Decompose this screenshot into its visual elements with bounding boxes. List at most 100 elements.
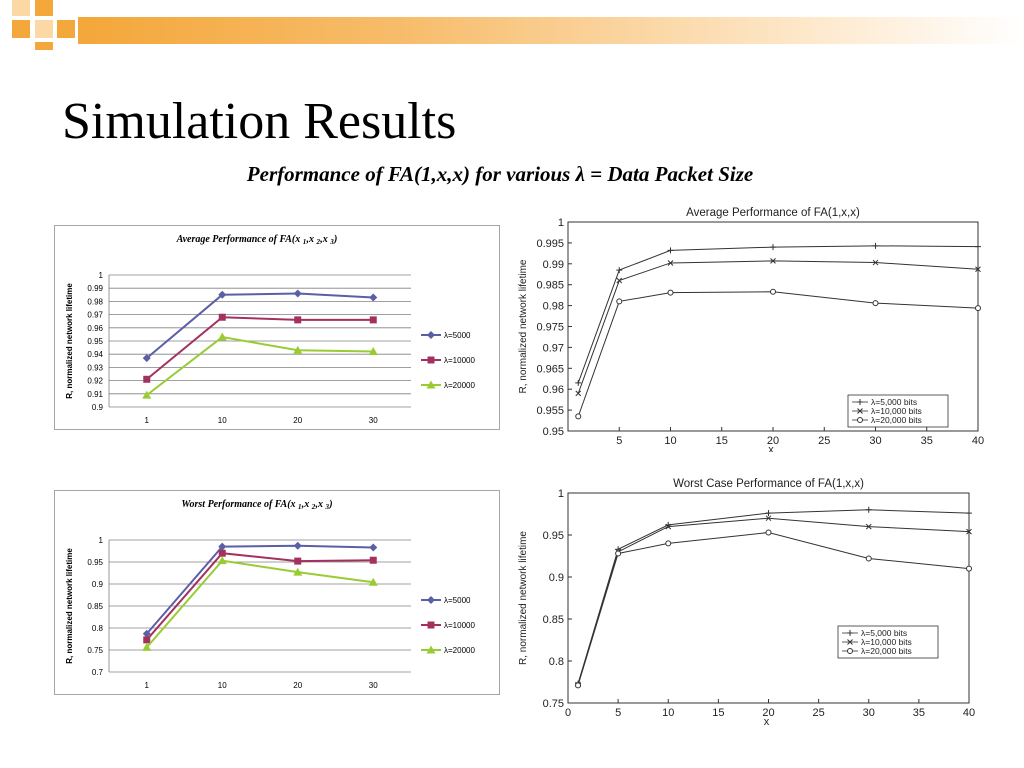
chart-svg: Worst Case Performance of FA(1,x,x)10.95… xyxy=(518,478,975,726)
chart-title-part: Worst Performance of FA(x xyxy=(181,499,298,510)
data-point xyxy=(665,540,672,547)
slide-title: Simulation Results xyxy=(62,93,457,150)
x-tick-label: 30 xyxy=(869,435,881,447)
excel-worst-chart: Worst Performance of FA(x 1 ,x 2 ,x 3 ) 1… xyxy=(54,490,500,695)
x-tick-label: 30 xyxy=(369,416,378,425)
chart-title-part: 2 xyxy=(316,238,321,246)
data-point xyxy=(765,515,772,522)
y-tick-label: 1 xyxy=(558,217,564,229)
header-square xyxy=(57,20,75,38)
series-1 xyxy=(143,549,377,644)
y-axis-label: R, normalized network lifetime xyxy=(65,548,74,664)
header-square xyxy=(12,20,30,38)
legend-label: λ=20000 xyxy=(444,646,475,655)
data-point xyxy=(218,542,227,551)
paper-average-chart: Average Performance of FA(1,x,x) 1 0.995 0.… xyxy=(508,200,988,452)
x-tick-label: 5 xyxy=(616,435,622,447)
y-tick-label: 0.95 xyxy=(543,426,564,438)
y-tick-label: 0.975 xyxy=(536,322,564,334)
data-point xyxy=(765,529,772,536)
data-point xyxy=(293,567,303,576)
data-point xyxy=(575,682,582,689)
data-point xyxy=(872,300,879,307)
legend-label: λ=5000 xyxy=(444,596,471,605)
y-tick-label: 0.98 xyxy=(543,301,564,313)
chart-title-part: 1 xyxy=(298,503,302,511)
legend-marker xyxy=(847,648,853,654)
series-line xyxy=(577,260,979,394)
x-tick-label: 35 xyxy=(921,435,933,447)
x-tick-label: 40 xyxy=(963,707,975,719)
data-point xyxy=(770,258,776,264)
chart-title-part: 3 xyxy=(325,503,330,511)
series-0 xyxy=(142,289,378,363)
y-axis-label: R, normalized network lifetime xyxy=(518,259,529,393)
y-tick-label: 0.93 xyxy=(87,363,103,372)
data-point xyxy=(865,555,872,562)
chart-title-part: Average Performance of FA(x xyxy=(176,234,303,245)
series-line xyxy=(145,552,374,641)
y-tick-label: 0.95 xyxy=(87,337,103,346)
series-line xyxy=(145,544,374,635)
data-point xyxy=(142,642,152,651)
y-tick-label: 0.75 xyxy=(543,698,564,710)
chart-title-part: 1 xyxy=(303,238,307,246)
y-tick-label: 0.97 xyxy=(543,342,564,354)
y-tick-label: 0.9 xyxy=(92,403,104,412)
series-line xyxy=(146,316,374,381)
data-point xyxy=(616,298,623,305)
data-point xyxy=(975,266,981,273)
data-point xyxy=(770,288,776,295)
data-point xyxy=(217,556,227,565)
legend-marker xyxy=(847,639,853,645)
chart-title-part: 3 xyxy=(329,238,334,246)
legend-marker xyxy=(857,408,863,414)
chart-title-part: ,x xyxy=(301,499,312,510)
y-tick-label: 1 xyxy=(99,536,104,545)
chart-title-part: ) xyxy=(328,499,332,510)
data-point xyxy=(665,523,672,530)
x-tick-label: 20 xyxy=(293,681,302,690)
series-line xyxy=(146,292,374,359)
y-tick-label: 0.985 xyxy=(536,280,564,292)
x-tick-label: 10 xyxy=(218,416,227,425)
data-point xyxy=(770,244,776,251)
legend-label: λ=10000 xyxy=(444,621,475,630)
header-square xyxy=(35,0,53,16)
y-tick-label: 0.8 xyxy=(549,656,564,668)
data-point xyxy=(667,289,674,296)
data-point xyxy=(293,289,302,298)
series-1 xyxy=(143,313,377,383)
data-point xyxy=(293,345,303,354)
chart-svg: Average Performance of FA(1,x,x)10.9950.… xyxy=(518,207,984,452)
x-tick-label: 15 xyxy=(716,435,728,447)
legend-marker xyxy=(426,645,436,654)
series-line xyxy=(577,245,979,384)
series-0 xyxy=(575,242,981,386)
series-line xyxy=(146,335,374,396)
y-tick-label: 0.91 xyxy=(87,390,103,399)
data-point xyxy=(143,636,151,644)
chart-title-part: ,x xyxy=(306,234,317,245)
chart-frame xyxy=(54,490,500,695)
x-tick-label: 20 xyxy=(767,435,779,447)
series-line xyxy=(577,509,970,684)
legend-label: λ=20,000 bits xyxy=(871,415,922,425)
y-tick-label: 0.85 xyxy=(543,614,564,626)
y-tick-label: 0.99 xyxy=(87,284,103,293)
y-axis-label: R, normalized network lifetime xyxy=(65,283,74,399)
data-point xyxy=(667,247,674,254)
x-tick-label: 20 xyxy=(293,416,302,425)
data-point xyxy=(294,316,302,324)
legend-marker xyxy=(426,380,436,389)
legend-label: λ=10,000 bits xyxy=(861,637,912,647)
legend-marker xyxy=(857,417,863,423)
chart-title: Worst Case Performance of FA(1,x,x) xyxy=(673,478,864,490)
legend-label: λ=5,000 bits xyxy=(871,397,917,407)
legend-label: λ=20,000 bits xyxy=(861,646,912,656)
series-2 xyxy=(142,556,378,651)
chart-title: Average Performance of FA(x 1 ,x 2 ,x 3 … xyxy=(176,234,338,246)
data-point xyxy=(966,528,972,535)
y-tick-label: 0.85 xyxy=(87,602,103,611)
slide-subtitle: Performance of FA(1,x,x) for various λ =… xyxy=(246,162,754,186)
